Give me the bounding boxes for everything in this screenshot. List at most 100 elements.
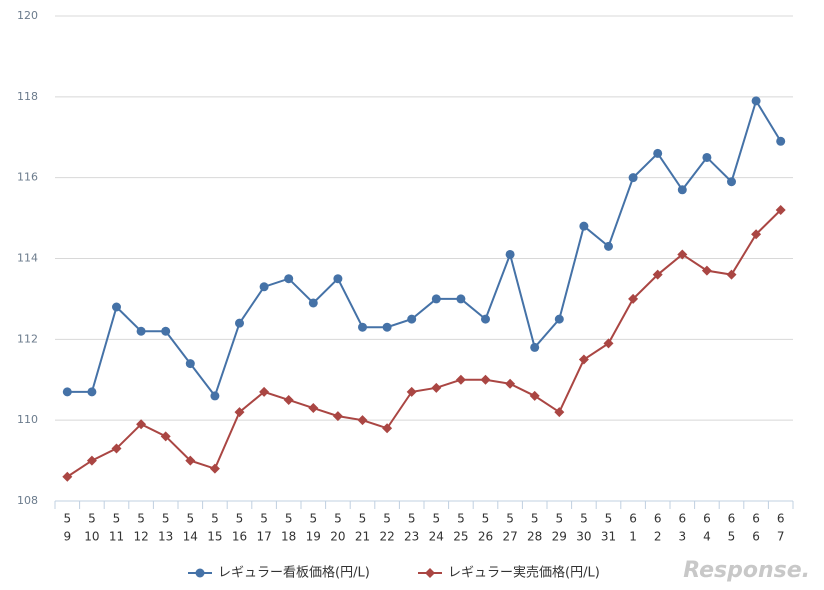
x-tick-label: 5 [88,512,96,526]
x-tick-label: 15 [207,530,222,544]
x-tick-label: 24 [429,530,444,544]
point [554,407,565,418]
x-tick-label: 5 [432,512,440,526]
x-tick-label: 5 [383,512,391,526]
point [455,374,466,385]
point [456,294,466,304]
point [407,314,417,324]
point [308,403,319,414]
point [160,431,171,442]
point [86,455,97,466]
point [111,443,122,454]
point [112,302,121,312]
point [628,293,639,304]
x-tick-label: 5 [113,512,121,526]
point [578,354,589,365]
series-line [66,209,782,478]
x-tick-label: 22 [379,530,394,544]
x-tick-label: 4 [703,530,711,544]
x-tick-label: 5 [506,512,514,526]
x-tick-label: 10 [84,530,99,544]
point [259,386,270,397]
point [431,382,442,393]
x-tick-label: 26 [478,530,493,544]
x-tick-label: 5 [531,512,539,526]
x-tick-label: 18 [281,530,296,544]
x-tick-label: 5 [580,512,588,526]
point [701,265,712,276]
point [579,221,589,231]
x-tick-label: 5 [162,512,170,526]
point [529,390,540,401]
watermark: Response. [683,558,810,583]
x-tick-label: 6 [678,512,686,526]
point [677,185,687,195]
x-tick-label: 11 [109,530,124,544]
x-tick-label: 5 [334,512,342,526]
point [136,419,147,430]
point [505,249,515,259]
point [406,386,417,397]
point [505,378,516,389]
x-tick-label: 14 [183,530,198,544]
y-tick-label: 108 [17,494,38,507]
point [751,229,762,240]
x-tick-label: 5 [137,512,145,526]
point [358,322,367,332]
x-tick-label: 12 [133,530,148,544]
x-tick-label: 5 [285,512,293,526]
x-tick-label: 6 [752,512,760,526]
point [530,342,540,352]
y-tick-label: 118 [17,90,38,103]
x-tick-label: 5 [555,512,563,526]
x-tick-label: 20 [330,530,345,544]
x-tick-label: 5 [408,512,416,526]
x-tick-label: 3 [678,530,686,544]
point [332,411,343,422]
point [775,205,786,215]
y-tick-label: 120 [17,9,38,22]
legend-label: レギュラー看板価格(円/L) [218,565,370,581]
point [195,568,205,578]
point [382,423,393,434]
point [382,322,392,332]
point [210,391,220,401]
x-tick-label: 5 [236,512,244,526]
x-tick-label: 5 [260,512,268,526]
point [653,148,663,158]
point [652,269,663,280]
point [727,177,736,187]
point [234,407,245,418]
x-tick-label: 30 [576,530,591,544]
x-tick-label: 6 [629,512,637,526]
x-tick-label: 2 [654,530,662,544]
point [136,326,146,336]
x-tick-label: 1 [629,530,637,544]
point [726,269,737,280]
x-tick-label: 21 [355,530,370,544]
x-tick-label: 25 [453,530,468,544]
point [284,274,294,284]
point [185,359,195,369]
point [235,318,244,328]
point [604,241,613,251]
x-tick-label: 5 [186,512,194,526]
x-tick-label: 6 [654,512,662,526]
point [751,96,761,106]
x-tick-label: 29 [552,530,567,544]
point [62,471,73,482]
x-tick-label: 6 [703,512,711,526]
x-tick-label: 5 [309,512,317,526]
x-tick-label: 28 [527,530,542,544]
point [283,394,294,405]
point [628,173,638,183]
y-tick-label: 116 [17,171,38,184]
point [333,274,343,284]
y-tick-label: 114 [17,252,38,265]
point [62,387,72,397]
legend-label: レギュラー実売価格(円/L) [448,565,600,581]
point [425,568,435,578]
x-tick-label: 5 [728,530,736,544]
x-tick-label: 5 [605,512,613,526]
